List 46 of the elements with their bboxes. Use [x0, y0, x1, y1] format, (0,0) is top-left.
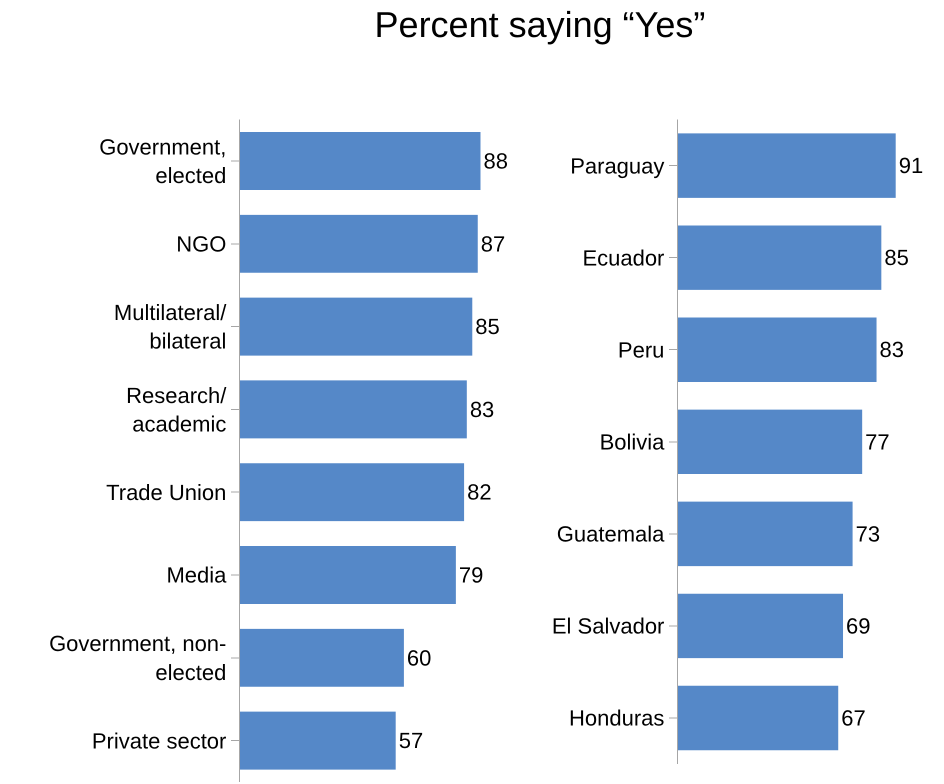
- data-label: 91: [898, 153, 924, 178]
- bar: [678, 502, 853, 566]
- bar: [678, 318, 877, 382]
- y-tick-label: Peru: [618, 337, 664, 362]
- data-label: 83: [880, 337, 904, 362]
- data-label: 82: [467, 480, 492, 505]
- data-label: 85: [884, 245, 909, 270]
- bar: [678, 594, 844, 658]
- bar: [240, 132, 480, 190]
- bar: [678, 686, 838, 750]
- y-tick-label: Guatemala: [556, 522, 666, 547]
- data-label: 57: [398, 728, 424, 754]
- data-label: 67: [841, 705, 866, 730]
- y-tick-label: Research/ academic: [126, 382, 228, 436]
- data-label: 83: [470, 396, 494, 422]
- y-tick-label: Multilateral/ bilateral: [114, 300, 228, 354]
- y-tick-label: Media: [166, 562, 228, 588]
- y-tick-label: Private sector: [92, 728, 226, 754]
- y-tick-label: Bolivia: [600, 430, 666, 454]
- data-label: 60: [406, 645, 432, 670]
- data-label: 88: [483, 148, 508, 174]
- bar: [240, 546, 456, 604]
- bar: [678, 225, 882, 290]
- data-label: 79: [458, 562, 484, 588]
- y-tick-label: Trade Union: [106, 480, 226, 505]
- y-tick-label: El Salvador: [552, 614, 664, 639]
- bar: [240, 463, 464, 522]
- bar: [240, 298, 472, 356]
- chart-title: Percent saying “Yes”: [374, 4, 706, 45]
- data-label: 87: [480, 231, 506, 256]
- y-tick-label: Government, elected: [99, 134, 226, 188]
- data-label: 85: [475, 314, 500, 340]
- y-tick-label: Ecuador: [582, 245, 664, 270]
- bar: [678, 133, 896, 198]
- bar: [240, 628, 404, 687]
- data-label: 73: [856, 521, 880, 546]
- y-tick-label: Paraguay: [570, 153, 664, 178]
- bar: [678, 410, 862, 474]
- y-tick-label: Honduras: [569, 706, 664, 731]
- data-label: 77: [865, 429, 890, 454]
- data-label: 69: [846, 613, 871, 638]
- bar: [240, 712, 396, 770]
- y-tick-label: NGO: [176, 232, 226, 256]
- bar: [240, 380, 467, 438]
- y-tick-label: Government, non- elected: [49, 631, 226, 685]
- bar: [240, 214, 478, 273]
